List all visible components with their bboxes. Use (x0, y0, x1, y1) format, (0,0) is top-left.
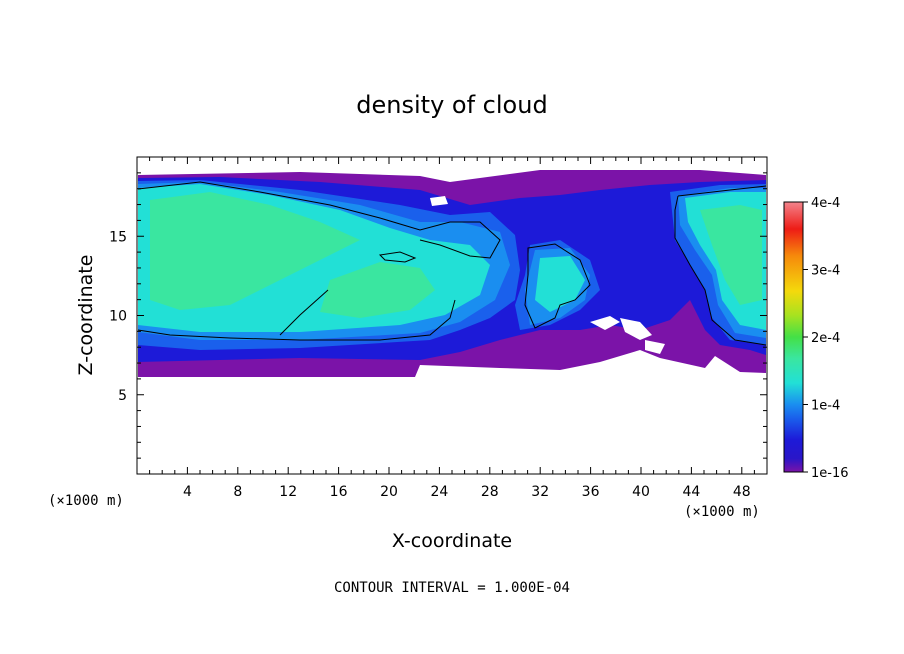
cloud-gap (620, 318, 652, 340)
chart-title: density of cloud (356, 91, 547, 119)
contour-lines (137, 181, 767, 346)
x-tick-label: 12 (279, 484, 297, 500)
cloud-gap (590, 316, 620, 330)
x-tick-label: 24 (430, 484, 448, 500)
contour-line (378, 251, 417, 263)
contour-line (137, 181, 501, 259)
colorbar-tick-label: 2e-4 (811, 331, 840, 346)
x-tick-label: 40 (632, 484, 650, 500)
x-axis-label: X-coordinate (392, 530, 512, 552)
cloud-gap (645, 340, 665, 354)
colorbar-tick-label: 3e-4 (811, 264, 840, 279)
density-band-5 (150, 192, 762, 318)
x-axis-ticks: 4 8 12 16 20 24 28 32 36 40 44 48 (149, 157, 755, 500)
cloud-gaps (430, 196, 665, 354)
x-tick-label: 44 (682, 484, 700, 500)
contour-line (524, 243, 591, 329)
colorbar-ticks: 1e-16 1e-4 2e-4 3e-4 4e-4 (803, 196, 849, 481)
colorbar-tick-label: 1e-16 (811, 466, 849, 481)
y-tick-label: 15 (109, 229, 127, 245)
contour-line (674, 185, 767, 346)
colorbar-tick-label: 4e-4 (811, 196, 840, 211)
x-tick-label: 4 (183, 484, 192, 500)
y-tick-label: 5 (118, 388, 127, 404)
colorbar (783, 201, 804, 473)
x-tick-label: 28 (481, 484, 499, 500)
colorbar-tick-label: 1e-4 (811, 399, 840, 414)
x-tick-label: 16 (330, 484, 348, 500)
x-tick-label: 20 (380, 484, 398, 500)
contour-line (137, 299, 456, 341)
cloud-gap (430, 196, 448, 206)
x-tick-label: 36 (582, 484, 600, 500)
contour-line (279, 289, 329, 336)
x-axis-unit-right: (×1000 m) (684, 504, 760, 520)
density-field (137, 170, 767, 377)
y-tick-label: 10 (109, 309, 127, 325)
y-axis-label: Z-coordinate (75, 255, 97, 376)
x-tick-label: 8 (233, 484, 242, 500)
x-tick-label: 48 (733, 484, 751, 500)
contour-interval-note: CONTOUR INTERVAL = 1.000E-04 (334, 580, 570, 596)
x-tick-label: 32 (531, 484, 549, 500)
x-axis-unit-left: (×1000 m) (48, 493, 124, 509)
y-axis-ticks: 5 10 15 (109, 172, 767, 459)
